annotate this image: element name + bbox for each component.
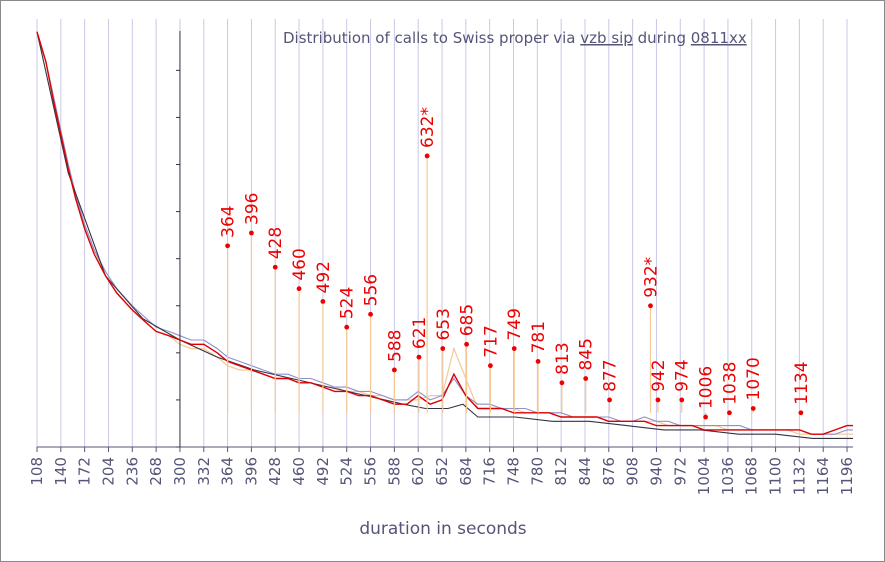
peak-label-492: 492 xyxy=(314,261,334,293)
chart-title: Distribution of calls to Swiss proper vi… xyxy=(283,29,747,47)
x-tick-label-524: 524 xyxy=(338,457,356,486)
peak-label-1134: 1134 xyxy=(792,361,812,404)
x-tick-label-236: 236 xyxy=(123,457,141,486)
x-tick-label-876: 876 xyxy=(600,457,618,486)
peak-marker-524 xyxy=(344,324,350,330)
x-tick-label-908: 908 xyxy=(624,457,642,486)
peak-marker-813 xyxy=(559,380,565,386)
x-tick-label-460: 460 xyxy=(290,457,308,486)
peak-label-588: 588 xyxy=(385,330,405,362)
x-tick-label-844: 844 xyxy=(576,457,594,486)
x-tick-label-140: 140 xyxy=(52,457,70,486)
x-tick-label-364: 364 xyxy=(219,457,237,486)
x-tick-label-684: 684 xyxy=(457,457,475,486)
x-tick-label-428: 428 xyxy=(266,457,284,486)
x-tick-label-204: 204 xyxy=(99,457,117,486)
x-tick-label-940: 940 xyxy=(647,457,665,486)
peak-marker-492 xyxy=(320,299,326,304)
x-tick-label-812: 812 xyxy=(552,457,570,486)
x-tick-label-332: 332 xyxy=(195,457,213,486)
peak-marker-1038 xyxy=(727,410,732,416)
x-tick-label-108: 108 xyxy=(28,457,46,486)
peak-label-1070: 1070 xyxy=(744,357,764,400)
peak-marker-396 xyxy=(249,230,254,236)
x-tick-label-716: 716 xyxy=(481,457,499,486)
x-tick-label-1100: 1100 xyxy=(767,457,785,495)
peak-marker-1070 xyxy=(750,406,756,411)
peak-marker-428 xyxy=(272,264,278,270)
peak-label-1038: 1038 xyxy=(720,361,740,404)
x-tick-label-972: 972 xyxy=(671,457,689,486)
peak-label-653: 653 xyxy=(434,308,454,340)
peak-label-460: 460 xyxy=(290,248,310,280)
title-part-vzb-sip: vzb sip xyxy=(580,29,633,47)
title-part-date-code: 0811xx xyxy=(691,29,747,47)
title-part-1: Distribution of calls to Swiss proper vi… xyxy=(283,29,580,47)
peak-marker-364 xyxy=(225,243,230,249)
x-tick-label-620: 620 xyxy=(409,457,427,486)
peak-label-717: 717 xyxy=(481,325,501,357)
peak-marker-942 xyxy=(655,397,661,403)
peak-marker-717 xyxy=(488,363,493,369)
peak-label-813: 813 xyxy=(553,342,573,374)
peak-marker-653 xyxy=(440,346,446,351)
peak-marker-749 xyxy=(511,346,517,351)
peak-marker-588 xyxy=(391,367,397,373)
peak-marker-932* xyxy=(648,303,653,309)
peak-label-632*: 632* xyxy=(418,107,438,148)
peak-label-364: 364 xyxy=(219,205,239,237)
x-tick-label-1164: 1164 xyxy=(814,457,832,495)
x-tick-label-1132: 1132 xyxy=(790,457,808,495)
peak-label-845: 845 xyxy=(577,338,597,370)
x-tick-label-652: 652 xyxy=(433,457,451,486)
x-tick-label-1068: 1068 xyxy=(743,457,761,495)
peak-marker-685 xyxy=(464,341,469,347)
x-axis-label: duration in seconds xyxy=(359,519,526,539)
peak-label-685: 685 xyxy=(458,304,478,336)
peak-label-942: 942 xyxy=(649,359,669,391)
axis-layer: 108 140 172 204 236 268 300 332 364 396 428 460 492 5… xyxy=(28,31,856,495)
x-tick-label-1196: 1196 xyxy=(838,457,856,495)
x-tick-label-172: 172 xyxy=(76,457,94,486)
peak-label-396: 396 xyxy=(242,193,262,225)
x-tick-label-588: 588 xyxy=(385,457,403,486)
peak-label-932*: 932* xyxy=(641,257,661,298)
x-tick-label-1004: 1004 xyxy=(695,457,713,495)
peak-label-781: 781 xyxy=(529,321,549,353)
x-tick-label-748: 748 xyxy=(504,457,522,486)
x-tick-label-556: 556 xyxy=(362,457,380,486)
peak-label-1006: 1006 xyxy=(697,366,717,409)
peak-marker-556 xyxy=(368,311,373,317)
peak-label-524: 524 xyxy=(338,287,358,319)
peak-marker-877 xyxy=(607,397,612,403)
peak-marker-1006 xyxy=(703,414,708,420)
x-tick-label-492: 492 xyxy=(314,457,332,486)
peak-label-749: 749 xyxy=(505,308,525,340)
peak-label-974: 974 xyxy=(673,359,693,391)
x-tick-label-780: 780 xyxy=(528,457,546,486)
peak-label-556: 556 xyxy=(362,274,382,306)
peak-label-428: 428 xyxy=(266,227,286,259)
peak-label-877: 877 xyxy=(601,359,621,391)
peak-marker-460 xyxy=(296,286,302,292)
x-tick-label-396: 396 xyxy=(242,457,260,486)
series-line-smoothed xyxy=(36,31,853,435)
peak-marker-1134 xyxy=(798,410,804,416)
title-part-3: during xyxy=(633,29,691,47)
peak-marker-974 xyxy=(679,397,685,403)
x-tick-label-300: 300 xyxy=(171,457,189,486)
peak-label-621: 621 xyxy=(410,317,430,349)
peak-marker-845 xyxy=(583,376,589,381)
peak-marker-621 xyxy=(416,354,422,360)
peak-marker-781 xyxy=(535,359,541,364)
x-tick-label-268: 268 xyxy=(147,457,165,486)
x-tick-label-1036: 1036 xyxy=(719,457,737,495)
peak-marker-632* xyxy=(424,153,430,159)
